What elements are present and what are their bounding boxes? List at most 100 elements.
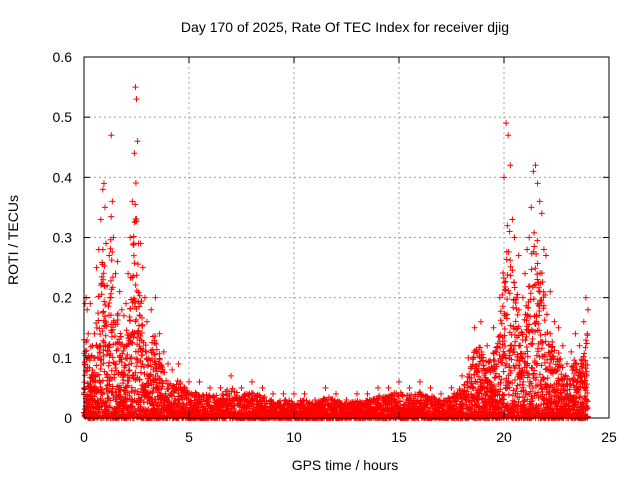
point-cloud [511,398,518,405]
y-tick-label: 0.5 [53,109,73,125]
point-cloud [133,363,140,370]
point-cloud [555,349,562,356]
data-point [270,390,276,397]
data-point [490,324,497,331]
point-cloud [108,213,115,220]
data-point [585,306,591,313]
point-cloud [470,384,477,391]
point-cloud [115,310,122,317]
point-cloud [453,398,460,405]
point-cloud [583,384,590,391]
point-cloud [555,383,562,390]
point-cloud [261,393,268,400]
point-cloud [497,308,504,315]
point-cloud [93,362,100,369]
data-point [82,300,89,307]
point-cloud [103,323,110,330]
point-cloud [100,339,107,346]
data-point [564,360,570,367]
point-cloud [233,389,240,396]
point-cloud [492,348,499,355]
point-cloud [504,311,511,318]
point-cloud [117,330,124,337]
point-cloud [584,389,591,396]
point-cloud [583,405,590,412]
point-cloud [526,321,533,328]
point-cloud [515,332,522,339]
point-cloud [95,317,102,324]
point-cloud [582,337,589,344]
point-cloud [101,313,108,320]
point-cloud [531,367,538,374]
point-cloud [399,393,406,400]
point-cloud [491,383,498,390]
point-cloud [114,321,121,328]
point-cloud [514,311,521,318]
data-point [129,198,136,205]
point-cloud [109,385,116,392]
data-point [534,180,541,187]
point-cloud [510,346,517,353]
point-cloud [534,276,541,283]
point-cloud [128,360,135,367]
point-cloud [544,374,551,381]
point-cloud [81,372,88,379]
x-tick-label: 5 [185,429,193,445]
data-point [427,384,434,391]
data-point [524,246,531,253]
point-cloud [482,405,489,412]
data-point [99,186,106,193]
data-point [93,264,100,271]
point-cloud [506,228,513,235]
point-cloud [515,399,522,406]
point-cloud [133,272,140,279]
data-point [186,378,192,385]
point-cloud [120,409,127,416]
point-cloud [507,263,514,270]
point-cloud [535,348,542,355]
data-point [91,330,98,337]
point-cloud [541,351,548,358]
data-point [505,132,512,139]
point-cloud [124,389,131,396]
point-cloud [511,279,518,286]
point-cloud [129,339,136,346]
point-cloud [538,362,545,369]
point-cloud [505,391,512,398]
point-cloud [97,357,104,364]
point-cloud [99,391,106,398]
data-point [144,318,150,325]
data-point [148,306,155,313]
point-cloud [478,381,485,388]
point-cloud [521,397,528,404]
point-cloud [504,401,511,408]
point-cloud [500,274,507,281]
point-cloud [580,353,587,360]
point-cloud [509,267,516,274]
data-point [249,378,255,385]
point-cloud [130,252,137,259]
point-cloud [558,385,565,392]
point-cloud [576,394,583,401]
point-cloud [448,399,455,406]
point-cloud [84,368,91,375]
point-cloud [508,356,515,363]
point-cloud [531,229,538,236]
point-cloud [538,299,545,306]
data-point [343,396,350,403]
point-cloud [172,397,179,404]
y-tick-label: 0.4 [53,169,73,185]
point-cloud [105,362,112,369]
point-cloud [133,287,140,294]
point-cloud [105,348,112,355]
data-point [530,168,537,175]
point-cloud [529,385,536,392]
point-cloud [135,391,142,398]
data-point [333,390,339,397]
point-cloud [513,385,520,392]
point-cloud [107,312,114,319]
point-cloud [488,381,495,388]
point-cloud [493,349,500,356]
point-cloud [328,396,335,403]
point-cloud [122,362,129,369]
